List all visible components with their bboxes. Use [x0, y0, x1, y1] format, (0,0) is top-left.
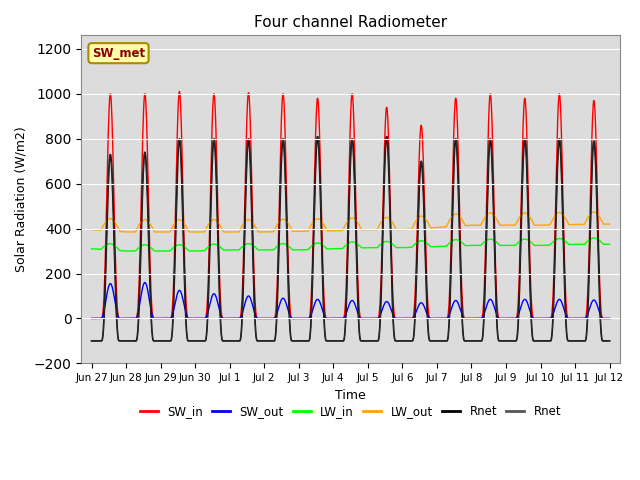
- Line: SW_out: SW_out: [92, 283, 610, 318]
- Rnet: [493, 311, 500, 317]
- Rnet: [88, 338, 95, 344]
- Rnet: [314, 134, 321, 140]
- LW_in: [195, 248, 203, 254]
- Rnet: [606, 338, 614, 344]
- Rnet: [518, 196, 525, 202]
- SW_out: [141, 280, 148, 286]
- LW_out: [531, 222, 539, 228]
- SW_out: [370, 315, 378, 321]
- LW_out: [195, 229, 203, 235]
- LW_in: [590, 235, 598, 241]
- LW_in: [606, 241, 614, 247]
- SW_in: [397, 315, 405, 321]
- SW_out: [493, 311, 500, 317]
- Rnet: [606, 338, 614, 344]
- LW_out: [397, 227, 405, 233]
- LW_out: [518, 211, 525, 217]
- Rnet: [370, 338, 378, 344]
- Line: SW_in: SW_in: [92, 92, 610, 318]
- Rnet: [88, 338, 95, 344]
- SW_in: [175, 89, 183, 95]
- LW_in: [88, 246, 95, 252]
- LW_out: [122, 229, 130, 235]
- SW_out: [88, 315, 95, 321]
- LW_in: [531, 242, 539, 248]
- SW_in: [531, 315, 539, 321]
- Text: SW_met: SW_met: [92, 47, 145, 60]
- SW_in: [493, 290, 500, 296]
- LW_in: [370, 245, 378, 251]
- SW_out: [606, 315, 614, 321]
- Rnet: [397, 338, 405, 344]
- SW_in: [370, 315, 378, 321]
- LW_out: [606, 221, 614, 227]
- Rnet: [314, 134, 321, 140]
- SW_out: [518, 301, 525, 307]
- Rnet: [518, 196, 525, 202]
- Title: Four channel Radiometer: Four channel Radiometer: [254, 15, 447, 30]
- X-axis label: Time: Time: [335, 389, 366, 402]
- LW_in: [493, 239, 500, 245]
- SW_out: [397, 315, 405, 321]
- Line: Rnet: Rnet: [92, 137, 610, 341]
- SW_out: [531, 315, 539, 321]
- LW_out: [370, 227, 378, 233]
- Rnet: [370, 338, 378, 344]
- Rnet: [195, 338, 203, 344]
- LW_out: [88, 227, 95, 233]
- Line: Rnet: Rnet: [92, 137, 610, 341]
- Rnet: [397, 338, 405, 344]
- SW_in: [606, 315, 614, 321]
- LW_in: [397, 245, 405, 251]
- LW_in: [122, 248, 130, 254]
- Rnet: [531, 338, 539, 344]
- LW_out: [590, 209, 598, 215]
- Rnet: [531, 338, 539, 344]
- SW_in: [195, 315, 203, 321]
- Line: LW_in: LW_in: [92, 238, 610, 251]
- Line: LW_out: LW_out: [92, 212, 610, 232]
- Y-axis label: Solar Radiation (W/m2): Solar Radiation (W/m2): [15, 127, 28, 272]
- Legend: SW_in, SW_out, LW_in, LW_out, Rnet, Rnet: SW_in, SW_out, LW_in, LW_out, Rnet, Rnet: [135, 401, 566, 423]
- SW_in: [88, 315, 95, 321]
- Rnet: [493, 311, 500, 317]
- SW_out: [195, 315, 203, 321]
- LW_out: [493, 216, 500, 222]
- LW_in: [518, 237, 525, 243]
- SW_in: [518, 167, 525, 173]
- Rnet: [195, 338, 203, 344]
